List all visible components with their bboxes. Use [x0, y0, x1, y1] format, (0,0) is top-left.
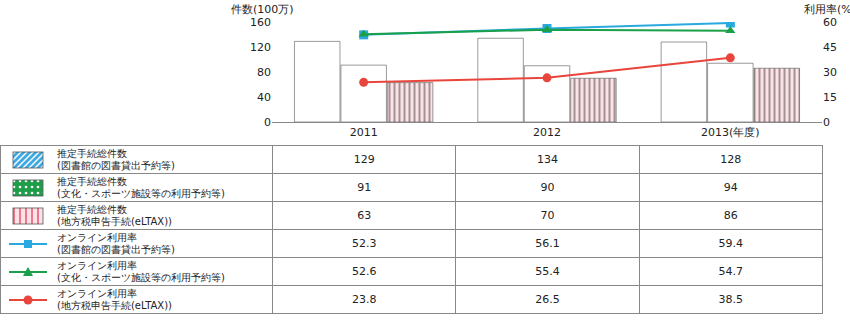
html-text:128: 128: [720, 153, 742, 166]
svg-text:60: 60: [823, 16, 837, 29]
html-text:推定手続総件数: 推定手続総件数: [57, 203, 127, 215]
svg-text:120: 120: [250, 41, 271, 54]
html-text:(図書館の図書貸出予約等): (図書館の図書貸出予約等): [57, 159, 175, 171]
svg-text:40: 40: [257, 91, 271, 104]
html-text:90: 90: [540, 181, 555, 194]
html-text:52.6: 52.6: [351, 265, 377, 278]
svg-text:0: 0: [264, 116, 271, 129]
svg-text:件数(100万): 件数(100万): [231, 3, 294, 16]
html-text:推定手続総件数: 推定手続総件数: [57, 147, 127, 159]
html-text:59.4: 59.4: [718, 237, 744, 250]
html-text:23.8: 23.8: [351, 293, 377, 306]
html-text:26.5: 26.5: [535, 293, 560, 306]
svg-text:利用率(%): 利用率(%): [804, 3, 850, 16]
svg-text:15: 15: [823, 91, 837, 104]
html-text:94: 94: [723, 181, 738, 194]
html-text:オンライン利用率: オンライン利用率: [57, 259, 137, 271]
svg-text:2011: 2011: [350, 126, 378, 139]
html-text:129: 129: [353, 153, 375, 166]
svg-text:2012: 2012: [533, 126, 561, 139]
html-text:54.7: 54.7: [718, 265, 744, 278]
html-text:91: 91: [357, 181, 372, 194]
svg-text:160: 160: [250, 16, 271, 29]
html-text:(図書館の図書貸出予約等): (図書館の図書貸出予約等): [57, 243, 175, 255]
html-text:(文化・スポーツ施設等の利用予約等): (文化・スポーツ施設等の利用予約等): [57, 271, 225, 283]
html-text:38.5: 38.5: [718, 293, 744, 306]
html-text:オンライン利用率: オンライン利用率: [57, 231, 137, 243]
html-text:55.4: 55.4: [535, 265, 560, 278]
html-text:52.3: 52.3: [351, 237, 377, 250]
html-text:(地方税申告手続(eLTAX)): (地方税申告手続(eLTAX)): [57, 299, 172, 311]
svg-text:0: 0: [823, 116, 830, 129]
svg-text:30: 30: [823, 66, 837, 79]
html-text:(文化・スポーツ施設等の利用予約等): (文化・スポーツ施設等の利用予約等): [57, 187, 225, 199]
html-text:推定手続総件数: 推定手続総件数: [57, 175, 127, 187]
html-text:(地方税申告手続(eLTAX)): (地方税申告手続(eLTAX)): [57, 215, 172, 227]
svg-text:2013(年度): 2013(年度): [701, 126, 760, 139]
html-text:56.1: 56.1: [535, 237, 560, 250]
svg-text:45: 45: [823, 41, 837, 54]
html-text:134: 134: [537, 153, 558, 166]
html-text:オンライン利用率: オンライン利用率: [57, 287, 137, 299]
html-text:70: 70: [540, 209, 555, 222]
html-text:63: 63: [357, 209, 372, 222]
svg-text:80: 80: [257, 66, 271, 79]
html-text:86: 86: [723, 209, 738, 222]
